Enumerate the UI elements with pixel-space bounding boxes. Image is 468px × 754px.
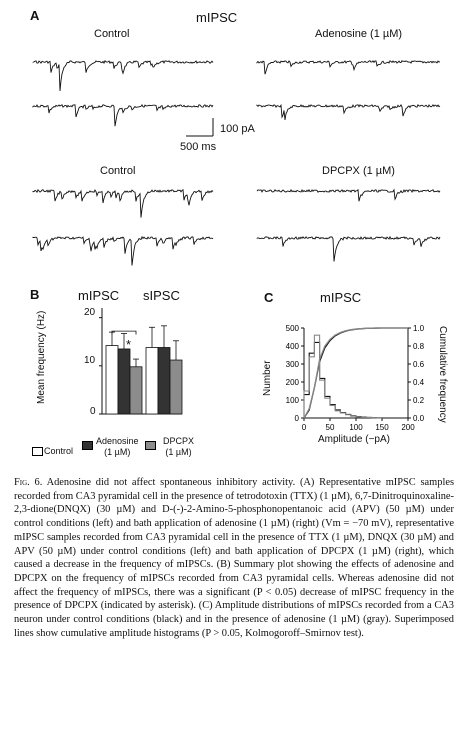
bar-dpcpx-mipsc [129,366,143,415]
legend-swatch-dpcpx [145,441,156,450]
panel-c-xtick: 0 [302,423,307,432]
cumulative-adenosine [303,327,408,419]
panel-b-group-sipsc: sIPSC [143,288,180,303]
panel-c-ytick-left: 200 [286,378,300,387]
panel-c-ytick-right: 0.4 [413,378,425,387]
histogram-adenosine [303,334,383,419]
trace-dpcpx-2 [256,235,441,262]
scale-bar-y-label: 100 pA [220,123,255,135]
panel-b-ytick-20: 20 [84,307,96,318]
panel-b-letter: B [30,287,40,302]
panel-b-group-mipsc: mIPSC [78,288,120,303]
bar-dpcpx-sipsc [169,359,183,415]
panel-c-ytick-right: 0.8 [413,342,425,351]
bar-adenosine-mipsc [117,348,131,415]
panel-a-title: mIPSC [196,10,238,25]
label-control-bottom: Control [100,165,136,177]
label-dpcpx: DPCPX (1 µM) [322,165,395,177]
panel-a-letter: A [30,8,40,23]
panel-c-letter: C [264,290,274,305]
figure-caption: Fig. 6. Adenosine did not affect spontan… [14,476,454,640]
label-adenosine: Adenosine (1 µM) [315,28,403,40]
panel-b-ytick-10: 10 [84,355,96,366]
legend-swatch-adenosine [82,441,93,450]
panel-c-ytick-right: 0.2 [413,396,425,405]
panel-c-ytick-left: 0 [295,414,300,423]
significance-star: * [126,337,132,352]
panel-c-xlabel: Amplitude (−pA) [318,434,390,445]
caption-text: Adenosine did not affect spontaneous inh… [14,477,454,639]
panel-c-ytick-left: 400 [286,342,300,351]
panel-c-ytick-right: 1.0 [413,324,425,333]
significance-bracket [111,330,137,335]
trace-control-3 [32,188,214,218]
trace-control-4 [32,235,214,266]
panel-c-xtick: 200 [401,423,415,432]
trace-control-1 [32,60,214,92]
trace-adenosine-1 [256,60,441,75]
legend-label-adenosine: Adenosine (1 µM) [96,436,139,457]
bar-control-mipsc [105,345,119,415]
panel-c-xtick: 50 [326,423,335,432]
figure-label: Fig. 6. [14,477,43,488]
trace-adenosine-2 [256,103,441,120]
label-control-top: Control [94,28,130,40]
panel-c-ytick-left: 500 [286,324,300,333]
trace-dpcpx-1 [256,188,441,202]
bar-adenosine-sipsc [157,347,171,415]
panel-c-xtick: 100 [349,423,363,432]
bar-control-sipsc [145,347,159,415]
trace-control-2 [32,104,214,127]
panel-b-ytick-0: 0 [90,406,96,417]
panel-c-ytick-left: 100 [286,396,300,405]
panel-c-ytick-left: 300 [286,360,300,369]
panel-c-xtick: 150 [375,423,389,432]
scale-bar-x-label: 500 ms [180,141,217,153]
legend-swatch-control [32,447,43,456]
panel-c-ytick-right: 0.0 [413,414,425,423]
panel-c-ytick-right: 0.6 [413,360,425,369]
legend-label-dpcpx: DPCPX (1 µM) [163,436,195,457]
legend-label-control: Control [44,446,74,456]
panel-c-title: mIPSC [320,290,362,305]
